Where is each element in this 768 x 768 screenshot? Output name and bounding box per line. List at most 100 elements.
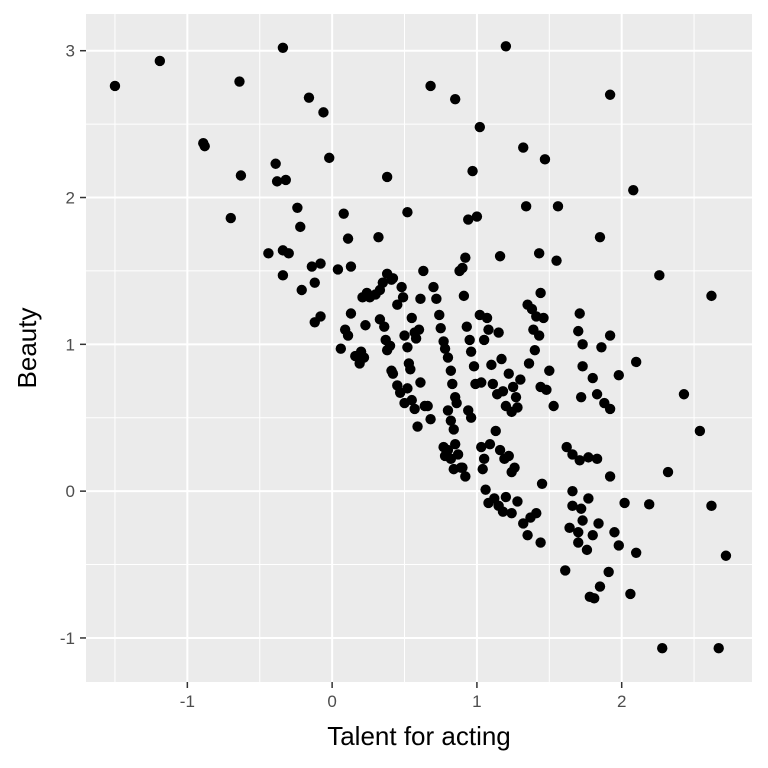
data-point <box>358 352 370 363</box>
data-point <box>496 353 507 365</box>
data-point <box>481 312 493 324</box>
data-point <box>468 361 480 372</box>
data-point <box>263 248 274 259</box>
data-point <box>431 293 442 305</box>
data-point <box>406 312 417 324</box>
data-point <box>487 378 499 390</box>
data-point <box>493 327 504 338</box>
data-point <box>109 80 121 92</box>
data-point <box>342 330 354 341</box>
data-point <box>460 252 471 263</box>
data-point <box>277 42 289 53</box>
data-point <box>392 299 403 310</box>
data-point <box>397 292 409 303</box>
data-point <box>292 202 303 213</box>
minor-gridlines <box>86 14 752 682</box>
y-axis-title: Beauty <box>12 308 42 389</box>
data-point <box>442 352 454 363</box>
data-point <box>603 566 614 578</box>
data-point <box>583 493 594 504</box>
data-point <box>486 359 497 371</box>
data-point <box>510 391 522 403</box>
data-point <box>594 231 606 243</box>
data-point <box>518 518 529 529</box>
data-point <box>706 500 717 512</box>
data-point <box>552 201 564 212</box>
y-tick-label: -1 <box>60 629 75 648</box>
data-point <box>448 463 459 475</box>
data-point <box>422 400 433 412</box>
data-point <box>458 290 470 302</box>
data-point <box>497 506 509 517</box>
data-point <box>309 317 320 328</box>
data-point <box>434 309 445 321</box>
data-point <box>577 361 588 372</box>
data-point <box>415 293 426 305</box>
data-point <box>512 402 523 413</box>
data-point <box>577 339 588 350</box>
x-tick-label: -1 <box>180 692 195 711</box>
data-point <box>413 324 425 335</box>
data-point <box>476 441 487 453</box>
data-point <box>533 248 545 259</box>
data-point <box>338 208 349 219</box>
data-point <box>373 231 384 243</box>
data-point <box>277 270 289 281</box>
data-point <box>529 345 541 356</box>
x-tick-label: 1 <box>472 692 481 711</box>
data-point <box>154 55 166 67</box>
data-point <box>520 201 532 212</box>
y-axis-ticks: -1 0 1 2 3 <box>60 42 86 648</box>
data-point <box>591 389 603 400</box>
data-point <box>476 377 487 388</box>
data-point <box>480 484 491 495</box>
data-point <box>490 425 501 437</box>
data-point <box>654 270 665 281</box>
data-point <box>396 281 407 293</box>
data-point <box>506 507 517 519</box>
data-point <box>412 421 423 432</box>
data-point <box>515 374 526 385</box>
data-point <box>613 369 624 381</box>
data-point <box>449 438 461 450</box>
data-point <box>539 154 551 165</box>
data-point <box>387 273 399 284</box>
data-point <box>503 368 514 379</box>
data-point <box>593 518 604 529</box>
y-tick-label: 2 <box>66 189 75 208</box>
data-point <box>548 400 559 412</box>
data-point <box>538 312 549 324</box>
data-point <box>625 588 636 600</box>
data-point <box>509 462 520 473</box>
data-point <box>447 378 458 390</box>
data-point <box>535 537 546 548</box>
data-point <box>596 342 607 353</box>
data-point <box>581 544 593 556</box>
data-point <box>457 262 468 274</box>
data-point <box>270 158 281 169</box>
data-point <box>604 330 616 341</box>
data-point <box>318 107 329 118</box>
data-point <box>561 441 572 453</box>
data-point <box>402 206 413 218</box>
data-point <box>494 444 506 456</box>
data-point <box>345 308 357 319</box>
data-point <box>619 497 630 509</box>
data-point <box>575 391 587 403</box>
data-point <box>445 453 457 465</box>
data-point <box>551 255 562 266</box>
data-point <box>512 496 523 507</box>
data-point <box>535 381 546 393</box>
x-tick-label: 0 <box>327 692 336 711</box>
data-point <box>657 643 668 654</box>
data-point <box>583 452 594 463</box>
data-point <box>271 176 283 187</box>
data-point <box>345 261 357 272</box>
data-point <box>497 386 509 397</box>
data-point <box>425 414 436 425</box>
x-tick-label: 2 <box>617 692 626 711</box>
data-point <box>309 277 320 288</box>
data-point <box>280 174 291 186</box>
data-point <box>410 333 422 344</box>
